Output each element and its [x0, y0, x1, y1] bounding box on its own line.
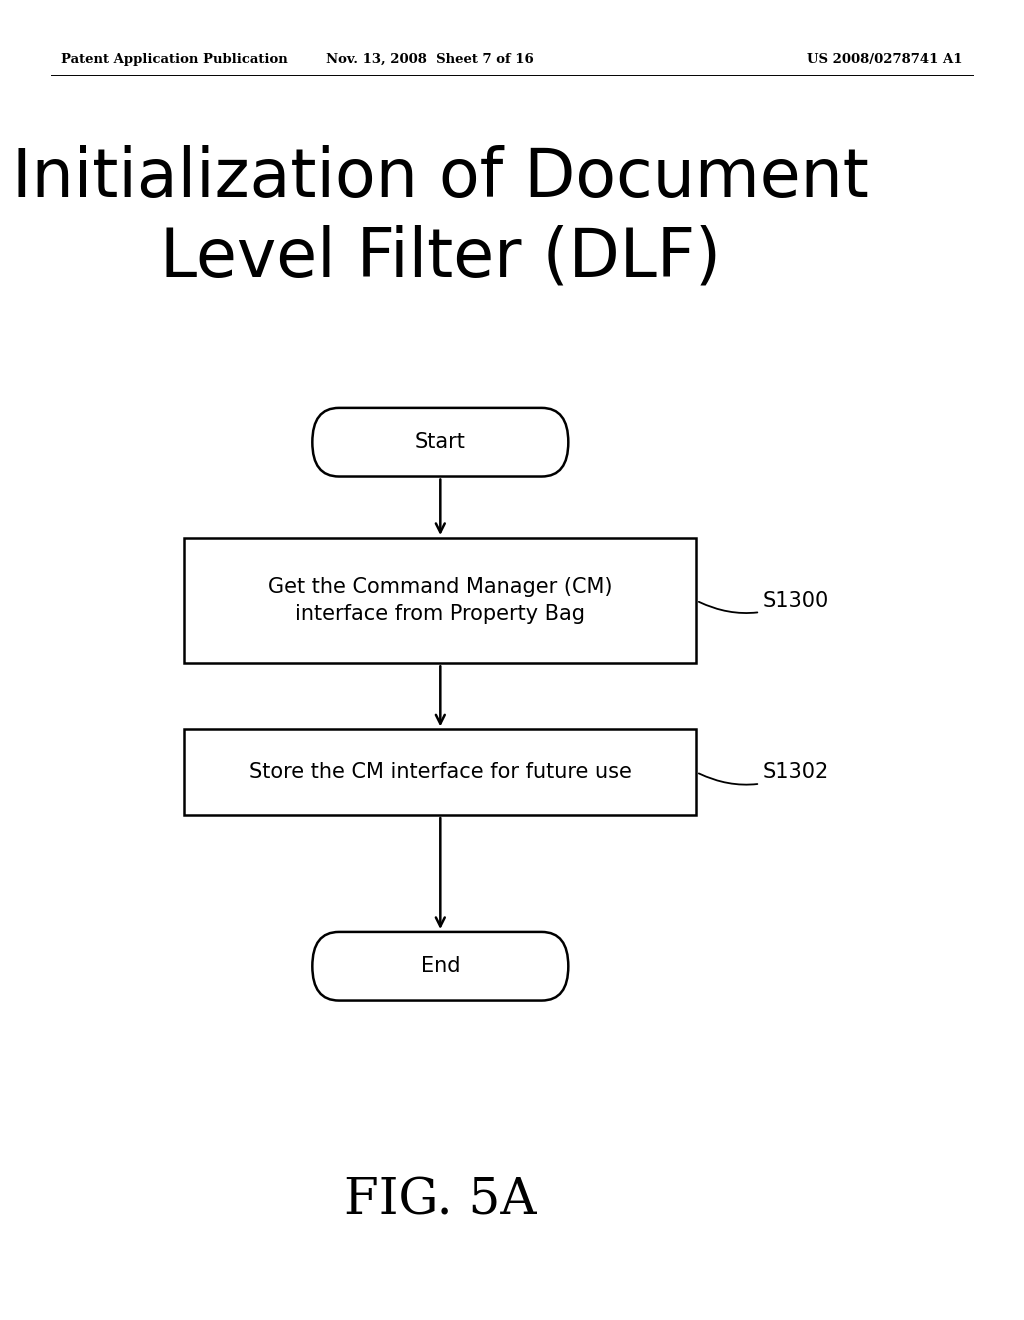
Text: End: End: [421, 956, 460, 977]
FancyBboxPatch shape: [312, 932, 568, 1001]
FancyBboxPatch shape: [312, 408, 568, 477]
Text: S1302: S1302: [698, 762, 829, 784]
Text: Nov. 13, 2008  Sheet 7 of 16: Nov. 13, 2008 Sheet 7 of 16: [327, 53, 534, 66]
Text: S1300: S1300: [698, 590, 829, 612]
Text: US 2008/0278741 A1: US 2008/0278741 A1: [807, 53, 963, 66]
Text: Start: Start: [415, 432, 466, 453]
Text: Patent Application Publication: Patent Application Publication: [61, 53, 288, 66]
Text: Get the Command Manager (CM)
interface from Property Bag: Get the Command Manager (CM) interface f…: [268, 577, 612, 624]
Bar: [184, 729, 696, 816]
Text: Initialization of Document
Level Filter (DLF): Initialization of Document Level Filter …: [12, 145, 868, 290]
Bar: [184, 539, 696, 663]
Text: Store the CM interface for future use: Store the CM interface for future use: [249, 762, 632, 783]
Text: FIG. 5A: FIG. 5A: [344, 1176, 537, 1226]
